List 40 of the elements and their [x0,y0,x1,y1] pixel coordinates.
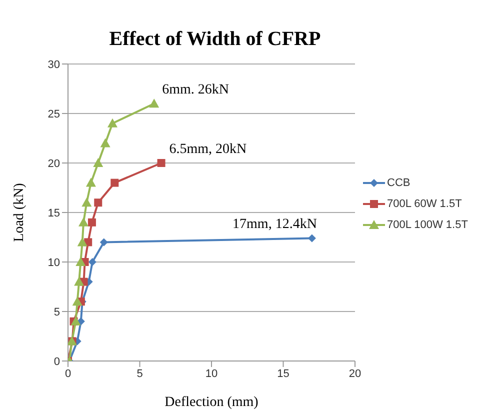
y-tick-label: 30 [48,58,60,71]
point [72,296,82,306]
x-tick-label: 15 [277,368,290,380]
point [88,258,96,266]
point [86,178,96,187]
x-axis-title: Deflection (mm) [164,395,259,410]
point [100,138,110,148]
y-axis-title: Load (kN) [12,182,27,242]
x-tick-label: 0 [64,368,72,380]
point [308,234,316,242]
point [78,217,88,226]
point [74,276,84,286]
point [77,237,88,246]
point [76,257,86,266]
y-tick-label: 0 [54,356,60,368]
y-tick-label: 5 [54,306,60,318]
y-tick-label: 25 [48,108,60,120]
x-tick-label: 5 [136,368,143,380]
point [149,98,160,108]
y-tick-label: 15 [48,207,60,220]
y-tick-label: 20 [48,158,60,170]
chart-title: Effect of Width of CFRP [108,28,322,51]
point [93,158,104,167]
y-tick-label: 10 [48,256,60,269]
point [157,159,166,167]
point [70,316,81,326]
legend-label: CCB [387,176,410,188]
x-tick-label: 10 [205,368,218,380]
annotation: 6mm. 26kN [162,82,229,98]
point [107,118,118,128]
annotation: 6.5mm, 20kN [169,142,247,157]
point [100,238,108,246]
x-tick-label: 20 [348,368,362,380]
annotation: 17mm, 12.4kN [232,217,317,232]
legend-label: 700L 100W 1.5T [387,218,468,230]
point [88,218,96,226]
point [82,198,92,207]
point [94,198,102,207]
point [110,178,119,187]
legend-label: 700L 60W 1.5T [387,198,462,210]
